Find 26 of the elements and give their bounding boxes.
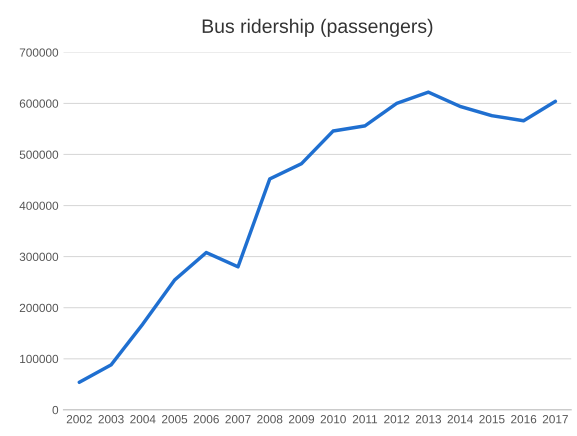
- x-tick-label: 2011: [352, 415, 378, 424]
- x-tick-label: 2004: [130, 415, 156, 424]
- y-tick-label: 300000: [20, 252, 58, 262]
- y-tick-label: 0: [52, 406, 58, 414]
- x-tick-label: 2003: [98, 415, 124, 424]
- x-tick-label: 2002: [66, 415, 92, 424]
- x-tick-label: 2015: [479, 415, 505, 424]
- y-tick-label: 500000: [20, 150, 58, 159]
- x-tick-label: 2009: [288, 415, 314, 424]
- line-series: [78, 90, 558, 384]
- x-tick-label: 2007: [225, 415, 251, 424]
- x-tick-label: 2010: [320, 415, 346, 424]
- y-tick-label: 400000: [19, 202, 58, 210]
- y-tick-label: 600000: [20, 99, 58, 108]
- x-tick-label: 2005: [162, 415, 188, 424]
- y-tick-label: 700000: [20, 48, 58, 57]
- x-tick-label: 2006: [194, 415, 219, 424]
- x-tick-label: 2012: [384, 415, 410, 424]
- x-tick-label: 2013: [416, 415, 442, 424]
- x-tick-label: 2008: [257, 415, 282, 424]
- x-tick-label: 2016: [511, 415, 536, 424]
- y-tick-label: 200000: [20, 304, 58, 312]
- x-tick-label: 2017: [542, 415, 568, 424]
- y-tick-label: 100000: [20, 354, 58, 364]
- x-tick-label: 2014: [448, 415, 473, 424]
- chart-title: Bus ridership (passengers): [202, 18, 432, 37]
